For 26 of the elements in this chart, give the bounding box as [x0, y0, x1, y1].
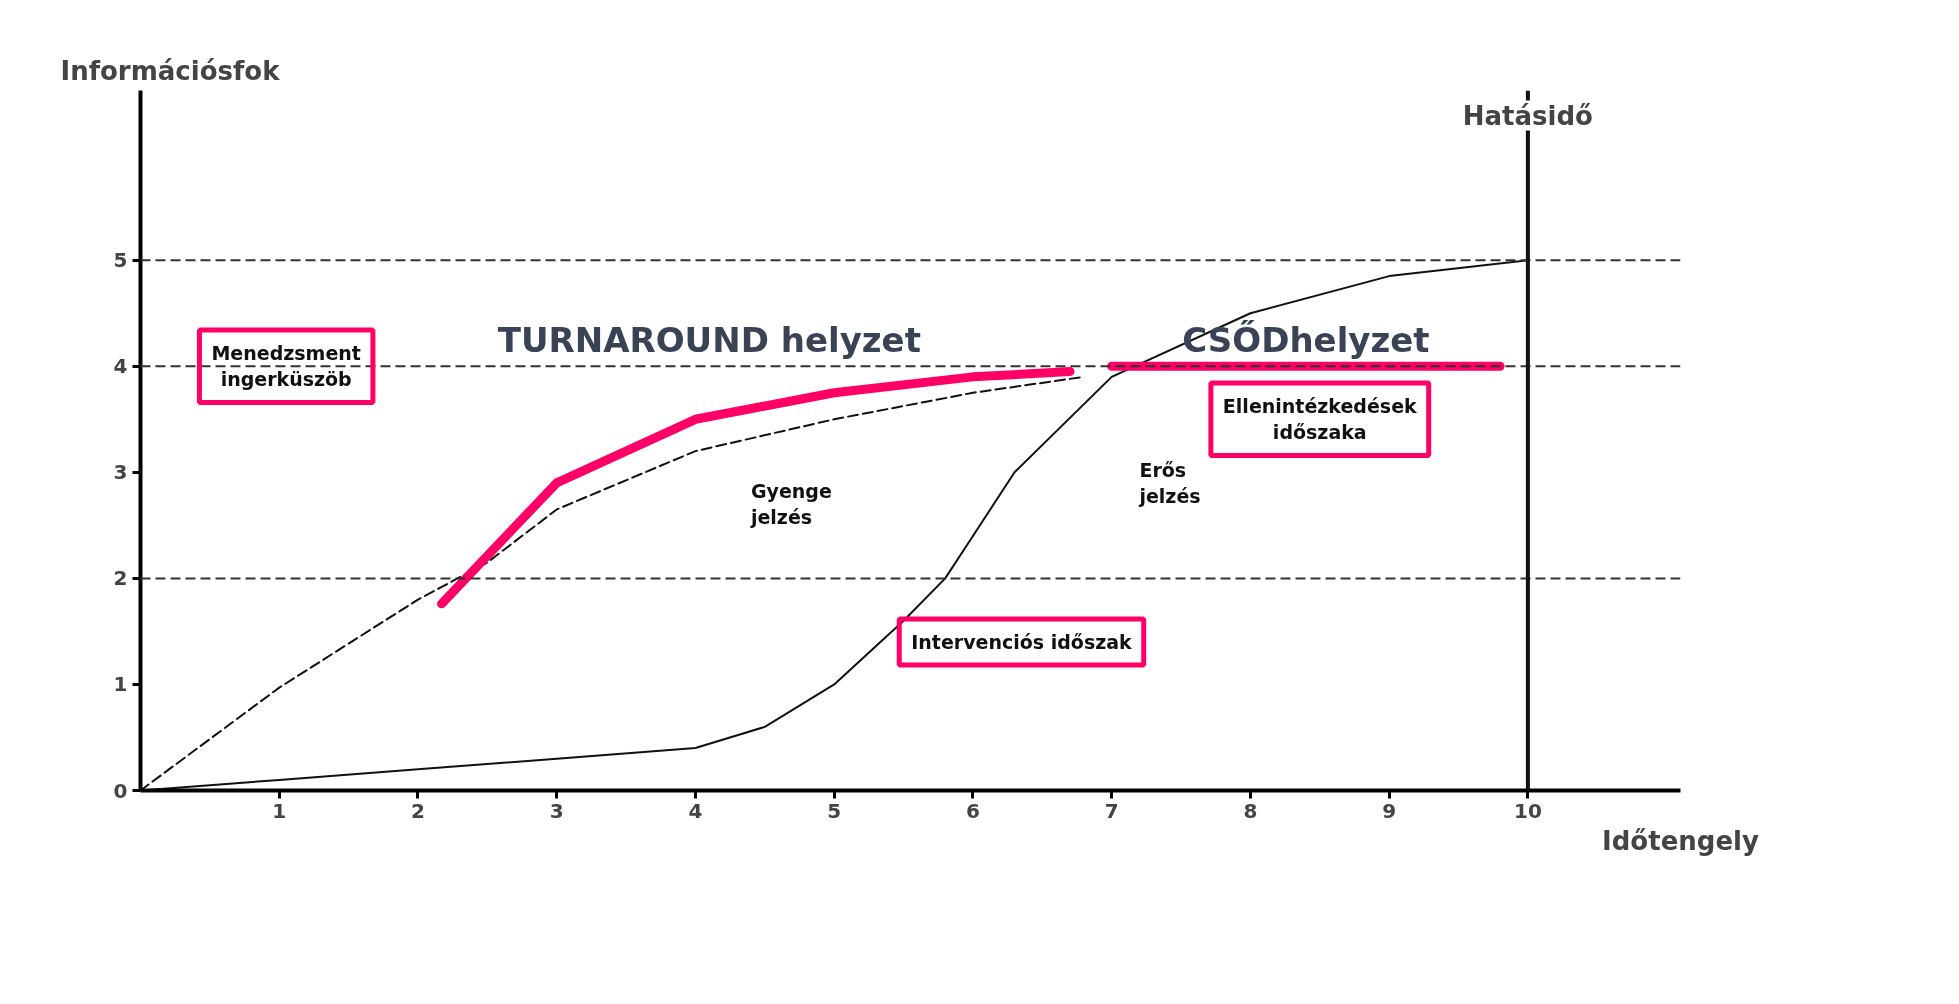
x-tick-label: 7 — [1104, 798, 1119, 823]
annotation: Gyenge jelzés — [749, 479, 832, 529]
x-tick-label: 5 — [827, 798, 842, 823]
x-tick-label: 8 — [1243, 798, 1258, 823]
x-axis-title: Időtengely — [1602, 825, 1759, 856]
x-tick-label: 3 — [549, 798, 564, 823]
x-tick-label: 2 — [411, 798, 425, 823]
annotation: Erős jelzés — [1138, 458, 1201, 508]
y-tick-label: 3 — [113, 460, 128, 485]
annotation: Menedzsment ingerküszöb — [211, 342, 361, 391]
y-tick-label: 4 — [113, 354, 128, 379]
x-tick-label: 9 — [1382, 798, 1397, 823]
x-tick-label: 10 — [1513, 798, 1542, 823]
annotation: Intervenciós időszak — [911, 631, 1133, 654]
annotation: CSŐDhelyzet — [1182, 319, 1430, 360]
annotation: Ellenintézkedések időszaka — [1222, 395, 1418, 444]
ref-line-label: Hatásidő — [1462, 100, 1593, 131]
y-axis-title: Információsfok — [60, 55, 281, 86]
y-tick-label: 1 — [113, 672, 128, 697]
y-tick-label: 5 — [113, 248, 128, 273]
y-tick-label: 2 — [113, 566, 128, 591]
y-tick-label: 0 — [113, 778, 128, 803]
annotation: TURNAROUND helyzet — [497, 319, 921, 360]
x-tick-label: 6 — [965, 798, 980, 823]
x-tick-label: 4 — [688, 798, 703, 823]
x-tick-label: 1 — [272, 798, 287, 823]
